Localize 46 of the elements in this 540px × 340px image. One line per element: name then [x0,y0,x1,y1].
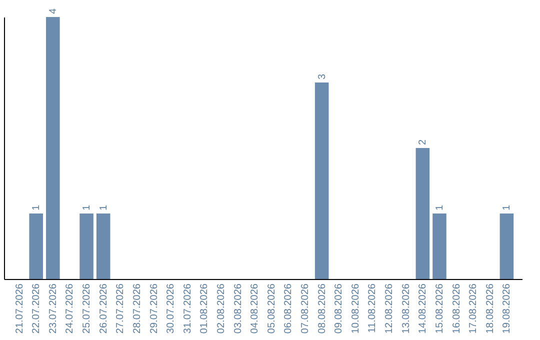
x-tick-label: 27.07.2026 [115,283,126,334]
x-tick-label: 14.08.2026 [418,283,429,334]
bar [80,214,94,279]
x-tick-label: 04.08.2026 [250,283,261,334]
x-tick-label: 21.07.2026 [14,283,26,334]
x-tick-label: 17.08.2026 [468,283,480,334]
bar [416,148,430,279]
x-tick-label: 16.08.2026 [451,283,462,334]
bar [432,214,446,279]
data-label: 1 [434,204,446,210]
x-tick-label: 18.08.2026 [484,283,496,334]
x-tick-label: 23.07.2026 [48,283,59,334]
x-tick-label: 03.08.2026 [232,283,244,334]
data-label: 1 [502,204,513,210]
x-tick-label: 05.08.2026 [266,283,278,334]
x-tick-label: 11.08.2026 [367,283,378,333]
x-tick-label: 12.08.2026 [384,283,396,334]
x-tick-label: 28.07.2026 [132,283,143,334]
x-tick-label: 10.08.2026 [350,283,362,334]
bar [500,214,514,279]
x-tick-label: 22.07.2026 [31,283,42,334]
data-label: 1 [98,204,110,210]
x-tick-label: 26.07.2026 [98,283,110,334]
x-tick-label: 24.07.2026 [64,283,76,334]
x-tick-label: 13.08.2026 [400,283,412,334]
data-label: 1 [82,204,93,210]
bar [29,214,43,279]
data-label: 2 [418,139,429,145]
data-label: 4 [48,8,59,14]
x-tick-label: 02.08.2026 [216,283,227,334]
bar [314,82,329,279]
x-tick-label: 15.08.2026 [434,283,446,334]
x-tick-label: 31.07.2026 [182,283,194,334]
x-tick-label: 07.08.2026 [300,283,312,334]
x-tick-label: 30.07.2026 [166,283,177,334]
x-tick-label: 19.08.2026 [502,283,513,334]
data-label: 1 [31,204,42,210]
x-tick-label: 09.08.2026 [334,283,345,334]
x-tick-label: 29.07.2026 [148,283,160,334]
x-tick-label: 08.08.2026 [316,283,328,334]
bar [96,214,110,279]
x-tick-label: 01.08.2026 [199,283,210,334]
data-label: 3 [316,74,328,80]
x-tick-label: 06.08.2026 [283,283,294,334]
x-tick-label: 25.07.2026 [82,283,93,334]
bar [46,17,60,279]
